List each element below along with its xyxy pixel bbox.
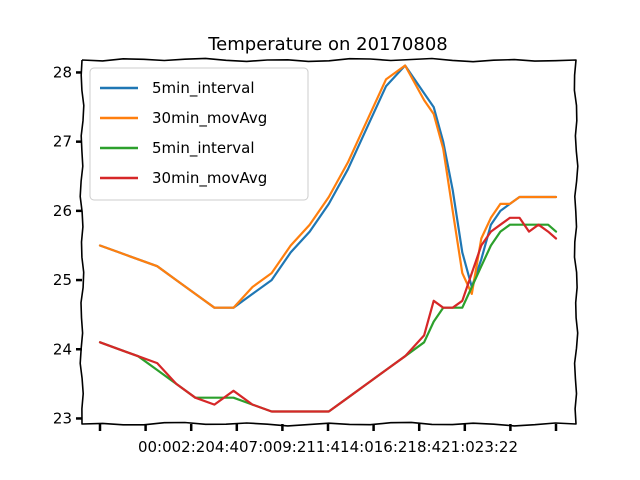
y-tick-label: 28 (53, 63, 72, 81)
y-tick-label: 23 (53, 409, 72, 427)
y-tick-label: 24 (53, 340, 72, 358)
chart-title: Temperature on 20170808 (207, 34, 448, 55)
plot-frame (79, 57, 579, 427)
y-tick-label: 27 (53, 133, 72, 151)
series-line-2 (98, 64, 558, 309)
series-line-3 (98, 223, 558, 413)
series-layer (98, 64, 558, 413)
legend-label: 30min_movAvg (152, 109, 267, 128)
legend-label: 30min_movAvg (152, 169, 267, 188)
axes-layer: 23 24 25 26 27 28 00:002:204:407:009:211:414:0… (53, 63, 558, 456)
legend-label: 5min_interval (152, 139, 255, 158)
legend-box (89, 67, 309, 201)
plot-area (79, 57, 579, 427)
y-tick-label: 26 (53, 202, 72, 220)
series-line-4 (98, 216, 558, 413)
legend-label: 5min_interval (152, 79, 255, 98)
x-tick-labels: 00:002:204:407:009:211:414:016:218:421:0… (138, 438, 518, 456)
y-tick-label: 25 (53, 271, 72, 289)
legend: 5min_interval 30min_movAvg 5min_interval 30… (89, 67, 309, 201)
